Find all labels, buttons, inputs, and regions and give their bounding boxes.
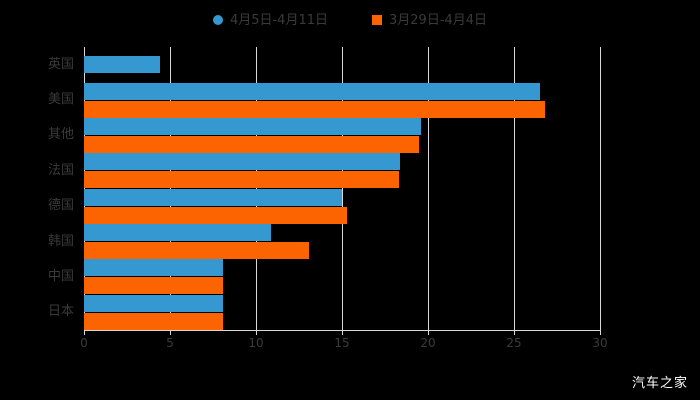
- bar[interactable]: [84, 56, 160, 73]
- x-axis-tick: [428, 330, 429, 335]
- x-axis-tick-label: 0: [80, 336, 88, 350]
- x-axis-tick-label: 5: [166, 336, 174, 350]
- x-axis-tick-label: 20: [420, 336, 436, 350]
- x-axis-tick: [600, 330, 601, 335]
- bar[interactable]: [84, 295, 224, 312]
- circle-marker-icon: [212, 15, 223, 25]
- chart-legend: 4月5日-4月11日 3月29日-4月4日: [0, 8, 700, 32]
- x-axis-tick-label: 30: [592, 336, 608, 350]
- gridline: [170, 47, 171, 330]
- y-axis-category-label: 英国: [47, 56, 74, 72]
- bar[interactable]: [84, 242, 310, 259]
- y-axis-category-label: 美国: [47, 92, 74, 108]
- x-axis-tick-label: 15: [334, 336, 350, 350]
- bar[interactable]: [84, 313, 224, 330]
- y-axis-category-label: 德国: [47, 198, 74, 214]
- bar[interactable]: [84, 259, 224, 276]
- legend-item-series-1[interactable]: 4月5日-4月11日: [212, 12, 328, 28]
- gridline: [514, 47, 515, 330]
- x-axis-tick: [514, 330, 515, 335]
- bar[interactable]: [84, 171, 399, 188]
- legend-label-series-2: 3月29日-4月4日: [389, 12, 488, 28]
- plot-area: [84, 47, 601, 330]
- bar[interactable]: [84, 207, 348, 224]
- bar[interactable]: [84, 277, 224, 294]
- square-marker-icon: [372, 15, 382, 25]
- gridline: [342, 47, 343, 330]
- x-axis-tick: [256, 330, 257, 335]
- x-axis-tick: [84, 330, 85, 335]
- legend-label-series-1: 4月5日-4月11日: [229, 12, 328, 28]
- gridline: [428, 47, 429, 330]
- x-axis-tick: [342, 330, 343, 335]
- bar[interactable]: [84, 101, 545, 118]
- bar[interactable]: [84, 224, 272, 241]
- gridline: [256, 47, 257, 330]
- gridline: [600, 47, 601, 330]
- y-axis-category-label: 日本: [47, 304, 74, 320]
- bar[interactable]: [84, 83, 540, 100]
- y-axis-category-label: 其他: [47, 127, 74, 143]
- x-axis-tick: [170, 330, 171, 335]
- x-axis-tick-label: 10: [248, 336, 264, 350]
- legend-item-series-2[interactable]: 3月29日-4月4日: [372, 14, 487, 27]
- bar[interactable]: [84, 136, 420, 153]
- bar[interactable]: [84, 118, 422, 135]
- x-axis-tick-label: 25: [506, 336, 522, 350]
- y-axis-category-label: 中国: [47, 268, 74, 284]
- bar[interactable]: [84, 189, 342, 206]
- y-axis-category-label: 韩国: [47, 233, 74, 249]
- gridline: [84, 47, 85, 330]
- watermark: 汽车之家: [631, 376, 688, 391]
- bar[interactable]: [84, 153, 401, 170]
- y-axis-category-label: 法国: [47, 162, 74, 178]
